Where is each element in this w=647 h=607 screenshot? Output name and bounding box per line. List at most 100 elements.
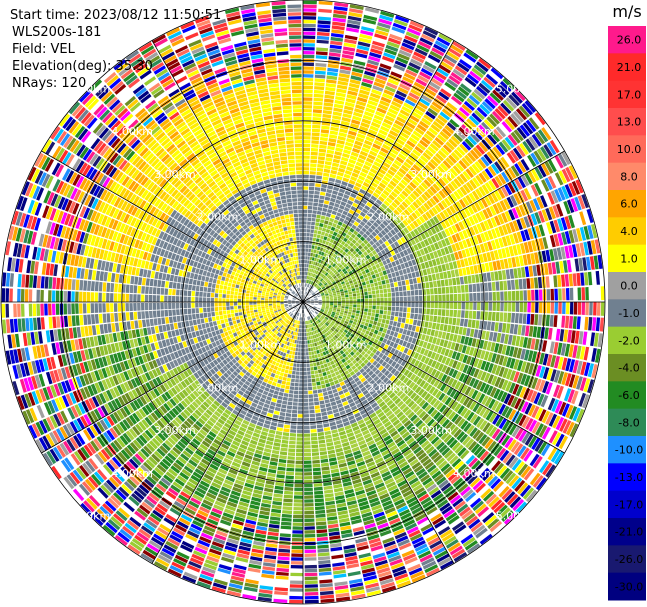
velocity-cell: [443, 535, 457, 546]
velocity-cell: [436, 381, 444, 390]
velocity-cell: [383, 540, 396, 548]
velocity-cell: [441, 287, 446, 294]
velocity-cell: [296, 449, 303, 453]
velocity-cell: [297, 410, 303, 414]
velocity-cell: [303, 217, 307, 221]
velocity-cell: [387, 273, 392, 279]
velocity-cell: [415, 161, 424, 169]
velocity-cell: [327, 289, 332, 293]
velocity-cell: [338, 277, 343, 281]
velocity-cell: [390, 491, 402, 499]
velocity-cell: [236, 553, 250, 559]
velocity-cell: [519, 290, 524, 301]
velocity-cell: [417, 422, 426, 431]
velocity-cell: [303, 398, 309, 403]
velocity-cell: [492, 146, 503, 158]
velocity-cell: [431, 206, 439, 215]
velocity-cell: [419, 248, 426, 256]
velocity-cell: [397, 365, 404, 372]
velocity-cell: [298, 406, 303, 410]
velocity-cell: [468, 310, 473, 319]
velocity-cell: [311, 257, 315, 261]
velocity-cell: [530, 314, 535, 325]
velocity-cell: [401, 128, 412, 136]
velocity-cell: [315, 238, 320, 243]
velocity-cell: [337, 275, 342, 279]
velocity-cell: [303, 124, 312, 128]
velocity-cell: [448, 138, 458, 148]
velocity-cell: [484, 282, 488, 292]
velocity-cell: [574, 330, 580, 344]
velocity-cell: [536, 148, 547, 162]
velocity-cell: [348, 507, 359, 514]
velocity-cell: [501, 488, 513, 501]
velocity-cell: [415, 326, 420, 333]
velocity-cell: [426, 342, 432, 350]
velocity-cell: [283, 428, 290, 433]
velocity-cell: [373, 556, 387, 563]
velocity-cell: [307, 328, 310, 332]
velocity-cell: [410, 88, 422, 97]
velocity-cell: [321, 415, 328, 420]
velocity-cell: [436, 67, 449, 77]
velocity-cell: [399, 251, 405, 258]
velocity-cell: [597, 333, 603, 348]
velocity-cell: [327, 414, 334, 419]
velocity-cell: [273, 410, 280, 415]
velocity-cell: [285, 365, 290, 370]
velocity-cell: [331, 194, 337, 199]
velocity-cell: [443, 508, 456, 519]
velocity-cell: [368, 298, 373, 302]
velocity-cell: [504, 334, 509, 345]
velocity-cell: [313, 202, 318, 207]
velocity-cell: [336, 224, 341, 230]
velocity-cell: [396, 246, 403, 253]
velocity-cell: [303, 35, 316, 39]
velocity-cell: [435, 180, 444, 189]
velocity-cell: [501, 344, 507, 355]
velocity-cell: [386, 459, 396, 467]
velocity-cell: [327, 348, 332, 354]
velocity-cell: [361, 227, 367, 233]
velocity-cell: [546, 354, 553, 367]
velocity-cell: [324, 266, 328, 271]
velocity-cell: [335, 399, 342, 405]
velocity-cell: [404, 262, 409, 268]
velocity-cell: [390, 315, 395, 321]
velocity-cell: [292, 530, 303, 534]
velocity-cell: [350, 333, 355, 338]
velocity-cell: [509, 496, 522, 509]
velocity-cell: [301, 305, 303, 310]
velocity-cell: [297, 425, 303, 430]
velocity-cell: [319, 310, 324, 314]
velocity-cell: [504, 118, 516, 131]
velocity-cell: [445, 468, 456, 479]
velocity-cell: [353, 429, 361, 435]
velocity-cell: [410, 152, 419, 160]
velocity-cell: [476, 349, 482, 359]
velocity-cell: [427, 54, 441, 64]
velocity-cell: [322, 117, 331, 123]
velocity-cell: [523, 468, 535, 481]
velocity-cell: [308, 272, 311, 276]
velocity-cell: [341, 256, 347, 261]
velocity-cell: [384, 302, 388, 306]
velocity-cell: [444, 237, 451, 246]
velocity-cell: [347, 398, 354, 404]
velocity-cell: [534, 212, 542, 224]
velocity-cell: [355, 389, 362, 395]
velocity-cell: [381, 394, 389, 401]
velocity-cell: [303, 437, 311, 441]
velocity-cell: [307, 340, 310, 344]
velocity-cell: [397, 264, 402, 271]
velocity-cell: [407, 307, 411, 313]
velocity-cell: [393, 331, 399, 338]
velocity-cell: [351, 324, 356, 328]
velocity-cell: [320, 380, 325, 385]
velocity-cell: [390, 430, 399, 438]
velocity-cell: [325, 254, 330, 259]
velocity-cell: [314, 490, 324, 495]
velocity-cell: [579, 242, 586, 256]
velocity-cell: [396, 170, 405, 178]
velocity-cell: [370, 270, 375, 276]
